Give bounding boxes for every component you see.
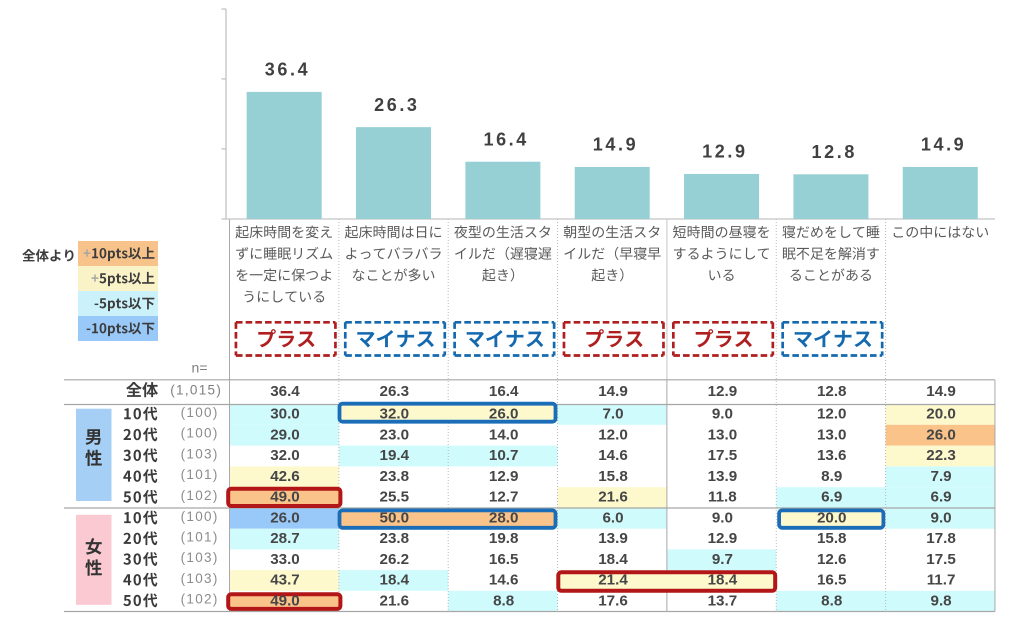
svg-text:18.4: 18.4 [380, 572, 410, 589]
svg-text:12.9: 12.9 [708, 530, 738, 547]
svg-text:19.8: 19.8 [489, 530, 519, 547]
svg-text:20.0: 20.0 [817, 509, 847, 526]
svg-text:23.8: 23.8 [380, 530, 410, 547]
svg-text:13.9: 13.9 [708, 468, 738, 485]
svg-text:21.6: 21.6 [598, 489, 628, 506]
svg-text:(101): (101) [181, 529, 219, 544]
svg-text:28.7: 28.7 [270, 530, 300, 547]
svg-text:7.9: 7.9 [931, 468, 952, 485]
svg-text:14.9: 14.9 [921, 135, 966, 155]
svg-text:13.0: 13.0 [708, 426, 738, 443]
svg-text:18.4: 18.4 [708, 572, 738, 589]
svg-text:(103): (103) [181, 571, 219, 586]
svg-text:18.4: 18.4 [598, 551, 628, 568]
svg-text:43.7: 43.7 [270, 572, 300, 589]
svg-text:49.0: 49.0 [270, 489, 300, 506]
svg-text:16.5: 16.5 [489, 551, 519, 568]
svg-text:(100): (100) [181, 426, 219, 441]
svg-text:14.6: 14.6 [598, 447, 628, 464]
svg-text:11.7: 11.7 [927, 572, 956, 589]
svg-text:12.7: 12.7 [489, 489, 519, 506]
svg-text:26.3: 26.3 [380, 383, 410, 400]
svg-text:17.8: 17.8 [926, 530, 956, 547]
svg-text:16.4: 16.4 [489, 383, 519, 400]
svg-text:32.0: 32.0 [270, 447, 300, 464]
svg-text:(1,015): (1,015) [170, 382, 222, 397]
svg-text:15.8: 15.8 [598, 468, 628, 485]
svg-text:14.6: 14.6 [489, 572, 519, 589]
svg-text:26.2: 26.2 [380, 551, 410, 568]
svg-text:26.0: 26.0 [489, 406, 519, 423]
svg-text:12.9: 12.9 [489, 468, 519, 485]
svg-text:(103): (103) [181, 550, 219, 565]
svg-text:14.0: 14.0 [489, 426, 519, 443]
svg-text:11.8: 11.8 [708, 489, 737, 506]
svg-text:9.7: 9.7 [712, 551, 733, 568]
svg-text:(102): (102) [181, 488, 219, 503]
svg-text:6.0: 6.0 [602, 509, 623, 526]
svg-text:26.0: 26.0 [270, 509, 300, 526]
svg-text:36.4: 36.4 [270, 383, 300, 400]
svg-text:12.9: 12.9 [702, 142, 747, 162]
svg-text:33.0: 33.0 [270, 551, 300, 568]
svg-text:(101): (101) [181, 467, 219, 482]
svg-text:8.8: 8.8 [821, 592, 842, 609]
svg-text:7.0: 7.0 [602, 406, 623, 423]
svg-text:17.5: 17.5 [926, 551, 956, 568]
svg-text:26.0: 26.0 [926, 426, 956, 443]
svg-text:8.8: 8.8 [493, 592, 514, 609]
svg-text:6.9: 6.9 [821, 489, 842, 506]
svg-text:9.8: 9.8 [931, 592, 952, 609]
svg-text:14.9: 14.9 [593, 135, 638, 155]
svg-text:13.9: 13.9 [598, 530, 628, 547]
svg-text:12.9: 12.9 [708, 383, 738, 400]
svg-text:23.8: 23.8 [380, 468, 410, 485]
svg-text:(102): (102) [181, 592, 219, 607]
svg-text:36.4: 36.4 [265, 60, 310, 80]
svg-text:32.0: 32.0 [380, 406, 410, 423]
svg-text:14.9: 14.9 [926, 383, 956, 400]
svg-text:15.8: 15.8 [817, 530, 847, 547]
svg-text:30.0: 30.0 [270, 406, 300, 423]
svg-text:12.0: 12.0 [598, 426, 628, 443]
svg-text:21.6: 21.6 [380, 592, 410, 609]
svg-text:(100): (100) [181, 405, 219, 420]
svg-text:28.0: 28.0 [489, 509, 519, 526]
svg-text:20.0: 20.0 [926, 406, 956, 423]
svg-text:50.0: 50.0 [380, 509, 410, 526]
svg-text:12.0: 12.0 [817, 406, 847, 423]
svg-text:9.0: 9.0 [712, 509, 733, 526]
svg-text:26.3: 26.3 [374, 95, 419, 115]
svg-text:29.0: 29.0 [270, 426, 300, 443]
svg-text:49.0: 49.0 [270, 592, 300, 609]
svg-text:9.0: 9.0 [712, 406, 733, 423]
svg-text:8.9: 8.9 [821, 468, 842, 485]
svg-text:19.4: 19.4 [380, 447, 410, 464]
svg-text:16.5: 16.5 [817, 572, 847, 589]
svg-text:10.7: 10.7 [489, 447, 519, 464]
svg-text:13.0: 13.0 [817, 426, 847, 443]
svg-text:21.4: 21.4 [598, 572, 628, 589]
svg-text:17.6: 17.6 [598, 592, 628, 609]
svg-text:17.5: 17.5 [708, 447, 738, 464]
svg-text:13.7: 13.7 [708, 592, 738, 609]
svg-text:13.6: 13.6 [817, 447, 847, 464]
svg-text:42.6: 42.6 [270, 468, 300, 485]
svg-text:12.8: 12.8 [817, 383, 847, 400]
svg-text:22.3: 22.3 [926, 447, 956, 464]
svg-text:9.0: 9.0 [931, 509, 952, 526]
svg-text:25.5: 25.5 [380, 489, 410, 506]
svg-text:6.9: 6.9 [931, 489, 952, 506]
svg-text:23.0: 23.0 [380, 426, 410, 443]
svg-text:12.6: 12.6 [817, 551, 847, 568]
svg-text:(100): (100) [181, 509, 219, 524]
svg-text:16.4: 16.4 [483, 129, 528, 149]
svg-text:14.9: 14.9 [598, 383, 628, 400]
svg-text:12.8: 12.8 [812, 142, 857, 162]
svg-text:n=: n= [192, 360, 208, 376]
svg-text:(103): (103) [181, 446, 219, 461]
